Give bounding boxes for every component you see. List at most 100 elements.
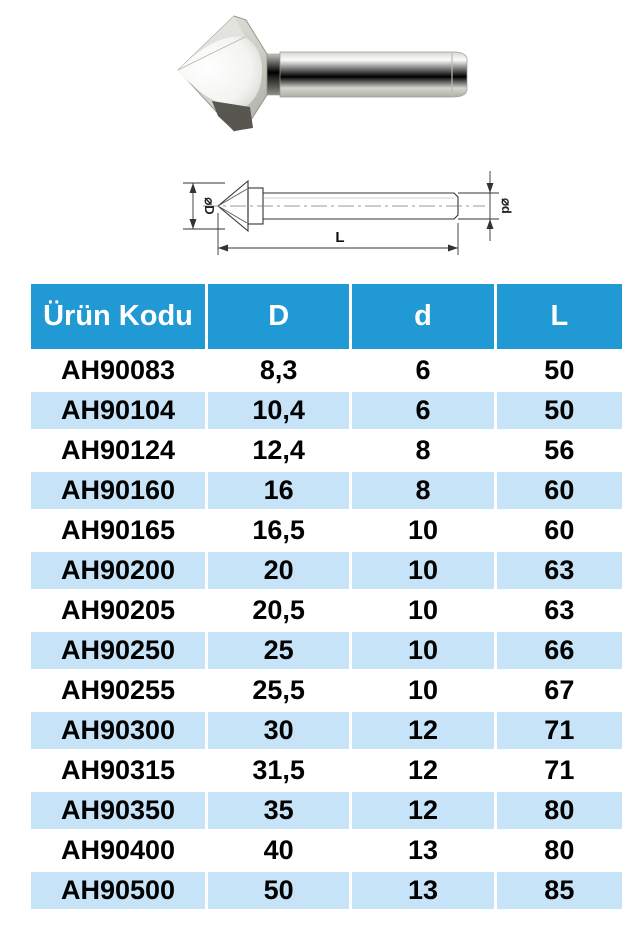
table-row: AH90160 16 8 60 [28, 469, 625, 512]
drawing-arrow-up [486, 219, 494, 229]
cell-d: 10 [349, 629, 497, 672]
table-header: Ürün Kodu D d L [28, 281, 625, 352]
photo-facet-edge [177, 36, 246, 71]
cell-product-code: AH90083 [28, 349, 208, 392]
cell-D: 10,4 [204, 389, 353, 432]
cell-d: 10 [349, 549, 497, 592]
drawing-flute-line [217, 205, 248, 224]
cell-D: 16,5 [204, 509, 353, 552]
drawing-arrow-right [448, 244, 458, 252]
header-row: Ürün Kodu D d L [28, 281, 625, 352]
cell-L: 80 [493, 789, 625, 832]
cell-D: 12,4 [204, 429, 353, 472]
cell-d: 8 [349, 429, 497, 472]
table-row: AH90083 8,3 6 50 [28, 349, 625, 392]
photo-shank [279, 51, 468, 98]
cell-d: 12 [349, 749, 497, 792]
photo-head-dark-facet [212, 101, 253, 131]
label-diameter-D: ⌀D [202, 197, 217, 214]
cell-L: 66 [493, 629, 625, 672]
cell-product-code: AH90250 [28, 629, 208, 672]
table-row: AH90400 40 13 80 [28, 829, 625, 872]
drawing-arrow-down [486, 183, 494, 193]
label-length-L: L [335, 229, 344, 246]
cell-L: 50 [493, 349, 625, 392]
table-row: AH90250 25 10 66 [28, 629, 625, 672]
photo-head-front-facet [178, 36, 262, 108]
cell-product-code: AH90200 [28, 549, 208, 592]
cell-d: 8 [349, 469, 497, 512]
cell-product-code: AH90300 [28, 709, 208, 752]
cell-D: 16 [204, 469, 353, 512]
cell-product-code: AH90500 [28, 869, 208, 912]
spec-table-container: Ürün Kodu D d L AH90083 8,3 6 50 AH90104… [28, 281, 625, 912]
cell-d: 13 [349, 869, 497, 912]
drawing-arrow-left [218, 244, 228, 252]
dimension-drawing: ⌀D ⌀d L [145, 158, 535, 268]
cell-D: 8,3 [204, 349, 353, 392]
cell-L: 60 [493, 509, 625, 552]
table-row: AH90500 50 13 85 [28, 869, 625, 912]
cell-D: 50 [204, 869, 353, 912]
spec-table: Ürün Kodu D d L AH90083 8,3 6 50 AH90104… [28, 281, 625, 912]
header-L: L [493, 281, 625, 352]
table-body: AH90083 8,3 6 50 AH90104 10,4 6 50 AH901… [28, 349, 625, 912]
header-product-code: Ürün Kodu [28, 281, 208, 352]
cell-product-code: AH90124 [28, 429, 208, 472]
table-row: AH90124 12,4 8 56 [28, 429, 625, 472]
cell-d: 13 [349, 829, 497, 872]
cell-L: 50 [493, 389, 625, 432]
countersink-photo-svg [177, 15, 468, 132]
cell-d: 10 [349, 589, 497, 632]
cell-product-code: AH90350 [28, 789, 208, 832]
cell-product-code: AH90160 [28, 469, 208, 512]
cell-L: 85 [493, 869, 625, 912]
cell-L: 63 [493, 589, 625, 632]
table-row: AH90104 10,4 6 50 [28, 389, 625, 432]
countersink-drawing-svg: ⌀D ⌀d L [183, 171, 514, 255]
cell-product-code: AH90165 [28, 509, 208, 552]
table-row: AH90350 35 12 80 [28, 789, 625, 832]
cell-L: 60 [493, 469, 625, 512]
table-row: AH90255 25,5 10 67 [28, 669, 625, 712]
cell-d: 10 [349, 509, 497, 552]
cell-d: 10 [349, 669, 497, 712]
cell-L: 63 [493, 549, 625, 592]
cell-D: 25 [204, 629, 353, 672]
cell-product-code: AH90315 [28, 749, 208, 792]
cell-D: 30 [204, 709, 353, 752]
cell-D: 40 [204, 829, 353, 872]
table-row: AH90300 30 12 71 [28, 709, 625, 752]
cell-d: 12 [349, 709, 497, 752]
cell-product-code: AH90255 [28, 669, 208, 712]
cell-L: 80 [493, 829, 625, 872]
drawing-arrow-down [189, 219, 197, 229]
cell-d: 6 [349, 349, 497, 392]
cell-D: 31,5 [204, 749, 353, 792]
label-diameter-d: ⌀d [499, 198, 514, 214]
cell-D: 35 [204, 789, 353, 832]
cell-L: 56 [493, 429, 625, 472]
cell-L: 71 [493, 709, 625, 752]
photo-head-top-facet [178, 16, 245, 70]
cell-product-code: AH90400 [28, 829, 208, 872]
cell-L: 71 [493, 749, 625, 792]
table-row: AH90165 16,5 10 60 [28, 509, 625, 552]
product-photo [150, 4, 480, 134]
drawing-flute-line [217, 188, 248, 207]
table-row: AH90200 20 10 63 [28, 549, 625, 592]
header-d: d [349, 281, 497, 352]
table-row: AH90205 20,5 10 63 [28, 589, 625, 632]
cell-product-code: AH90104 [28, 389, 208, 432]
cell-D: 20,5 [204, 589, 353, 632]
header-D: D [204, 281, 353, 352]
cell-L: 67 [493, 669, 625, 712]
table-row: AH90315 31,5 12 71 [28, 749, 625, 792]
cell-D: 20 [204, 549, 353, 592]
cell-d: 6 [349, 389, 497, 432]
drawing-arrow-up [189, 183, 197, 193]
cell-D: 25,5 [204, 669, 353, 712]
cell-d: 12 [349, 789, 497, 832]
cell-product-code: AH90205 [28, 589, 208, 632]
